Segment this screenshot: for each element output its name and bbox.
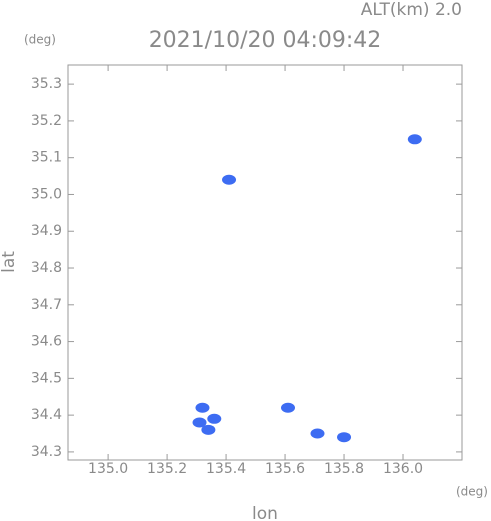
y-tick-label: 34.4 bbox=[31, 407, 62, 423]
y-tick-label: 34.5 bbox=[31, 370, 62, 386]
y-tick-label: 34.9 bbox=[31, 223, 62, 239]
chart-title: 2021/10/20 04:09:42 bbox=[149, 28, 382, 53]
echo bbox=[281, 402, 296, 413]
y-axis-label: lat bbox=[0, 251, 19, 273]
echo bbox=[407, 134, 422, 145]
x-unit: (deg) bbox=[456, 485, 488, 499]
x-tick-label: 135.6 bbox=[265, 461, 305, 477]
plot-frame bbox=[67, 64, 463, 461]
x-tick-label: 136.0 bbox=[383, 461, 423, 477]
echo bbox=[222, 174, 237, 185]
y-tick-label: 35.0 bbox=[31, 186, 62, 202]
y-tick-label: 34.3 bbox=[31, 444, 62, 460]
echo bbox=[201, 424, 216, 435]
x-axis-label: lon bbox=[252, 504, 278, 521]
y-tick-label: 34.8 bbox=[31, 260, 62, 276]
y-tick-label: 35.2 bbox=[31, 113, 62, 129]
echo bbox=[310, 428, 325, 439]
y-tick-label: 34.7 bbox=[31, 297, 62, 313]
y-tick-label: 35.1 bbox=[31, 150, 62, 166]
echo bbox=[192, 417, 207, 428]
y-unit: (deg) bbox=[24, 33, 56, 47]
x-tick-label: 135.4 bbox=[206, 461, 246, 477]
y-tick-label: 34.6 bbox=[31, 334, 62, 350]
altitude-label: ALT(km) 2.0 bbox=[361, 0, 462, 20]
echo bbox=[195, 402, 210, 413]
x-tick-label: 135.8 bbox=[324, 461, 364, 477]
y-tick-label: 35.3 bbox=[31, 76, 62, 92]
x-tick-label: 135.0 bbox=[88, 461, 128, 477]
echo bbox=[207, 413, 222, 424]
x-tick-label: 135.2 bbox=[147, 461, 187, 477]
echo bbox=[337, 432, 352, 443]
